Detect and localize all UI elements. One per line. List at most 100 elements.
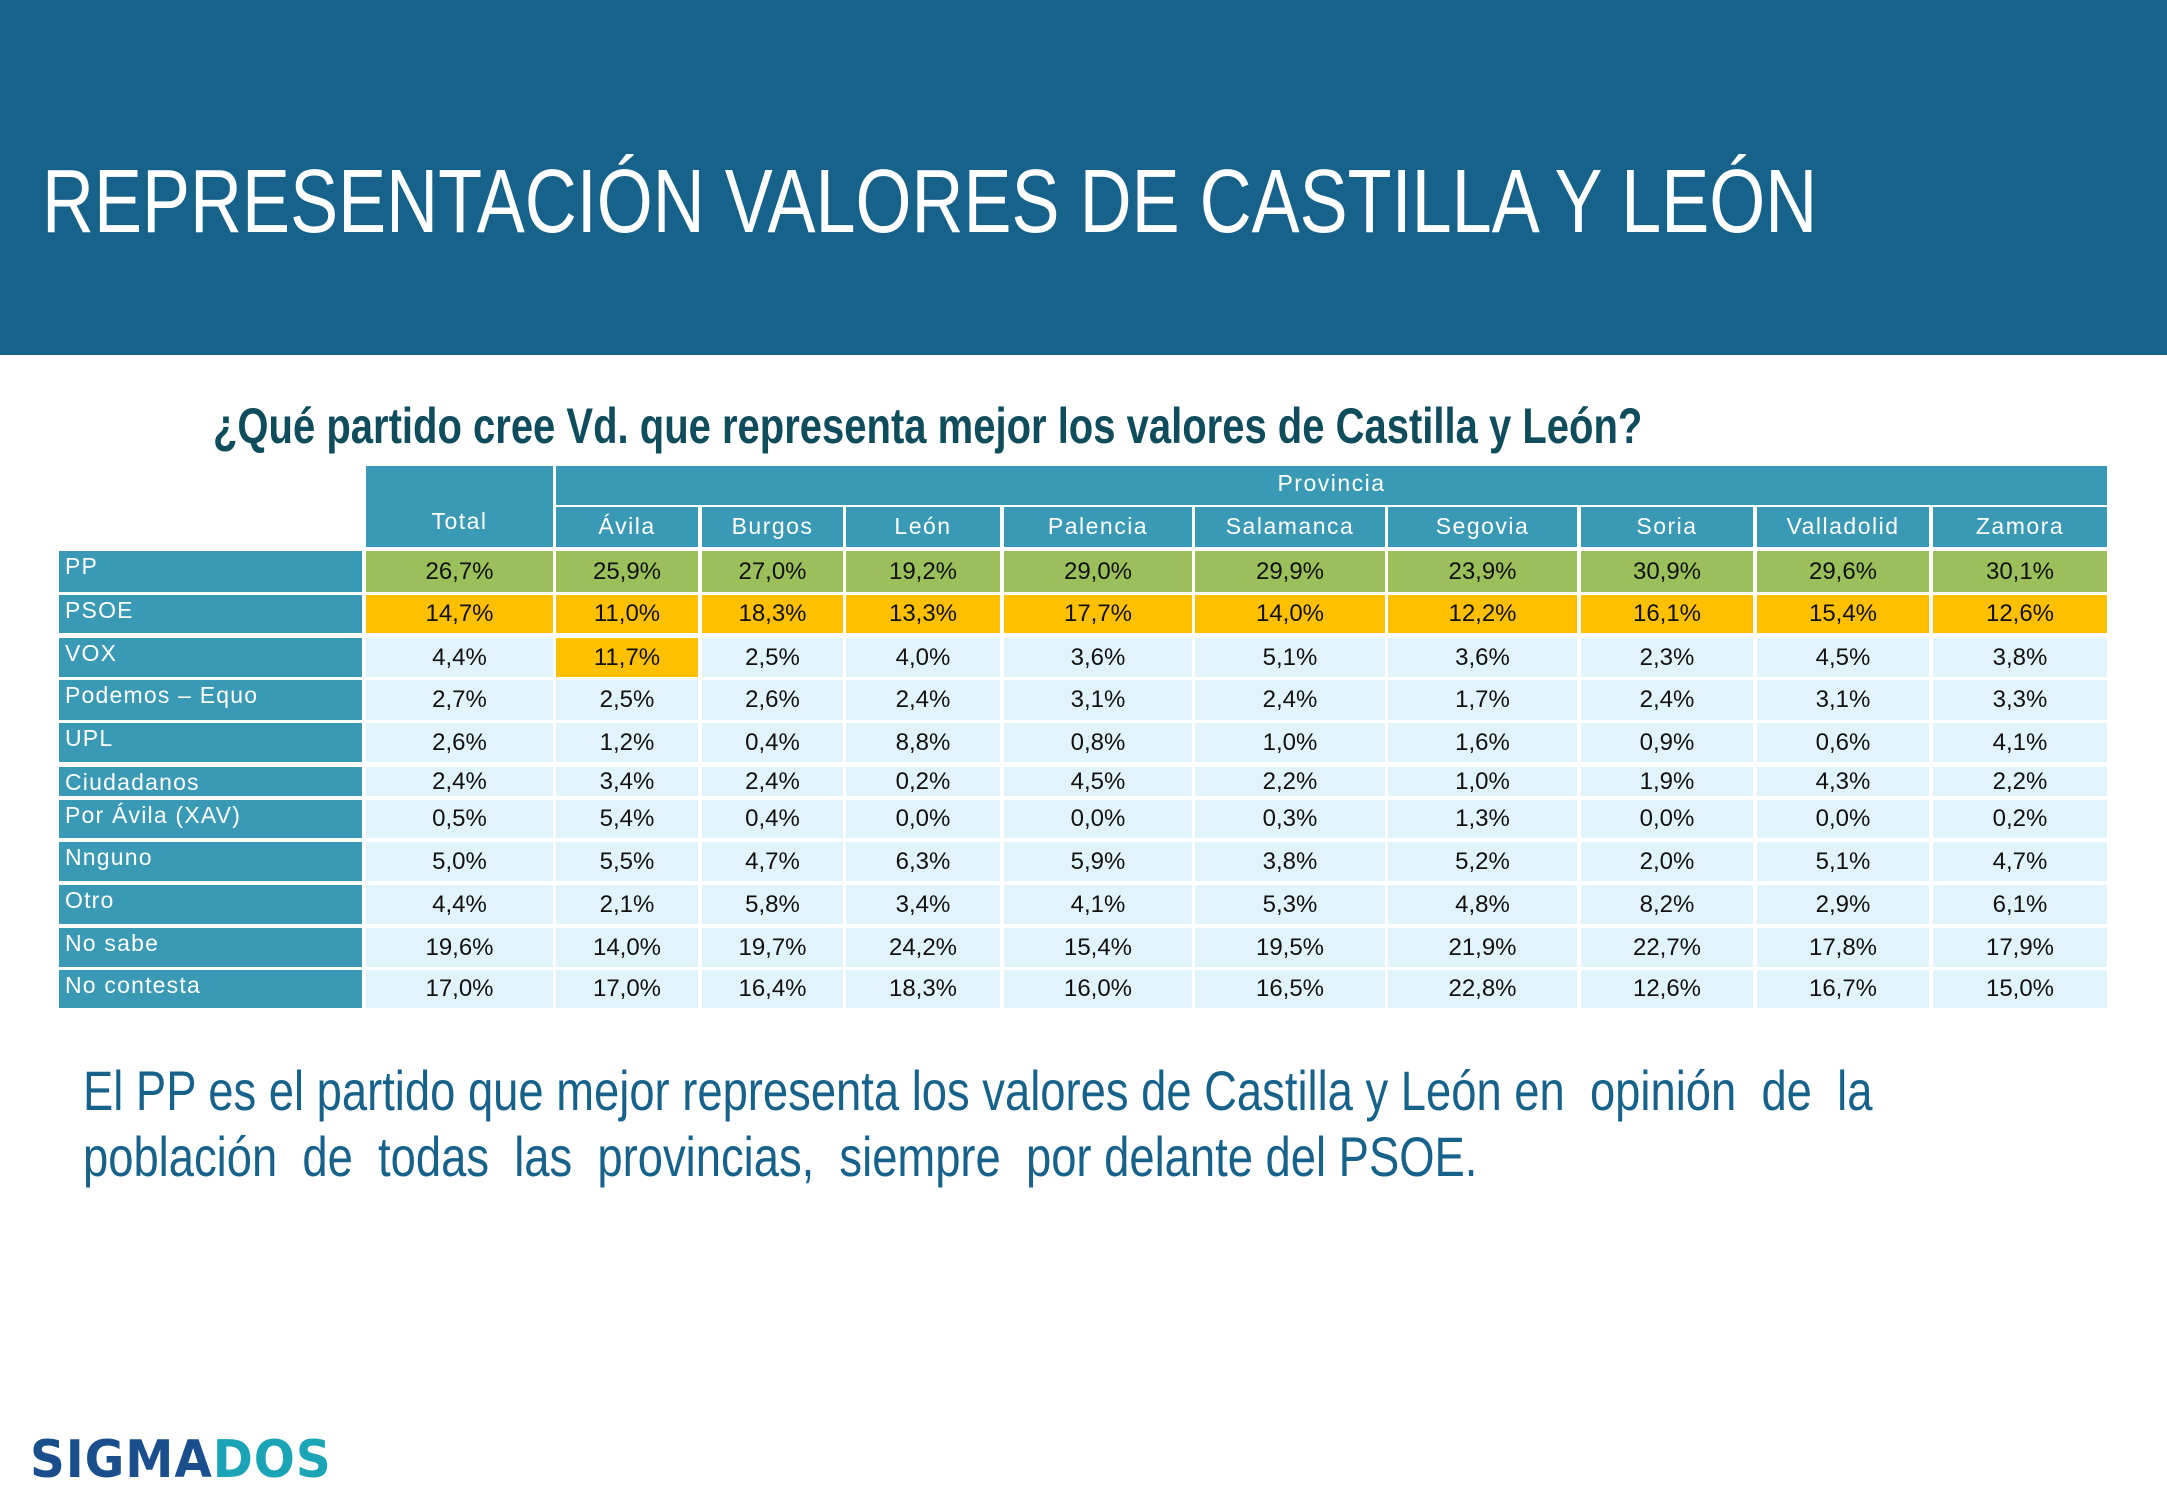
- row-label: VOX: [59, 638, 362, 677]
- table-cell: 24,2%: [846, 928, 1000, 967]
- table-cell: 1,0%: [1388, 767, 1577, 796]
- table-cell: 17,7%: [1004, 595, 1192, 633]
- table-cell: 2,4%: [846, 680, 1000, 720]
- group-header-provincia: Provincia: [556, 466, 2107, 505]
- column-header-soria: Soria: [1581, 507, 1753, 547]
- sigmados-logo: SIGMADOS: [30, 1432, 332, 1488]
- summary-line-2: población de todas las provincias, siemp…: [83, 1125, 1478, 1188]
- table-cell: 5,9%: [1004, 842, 1192, 881]
- table-cell: 19,5%: [1195, 928, 1385, 967]
- table-cell: 3,4%: [846, 885, 1000, 924]
- table-cell: 2,4%: [1581, 680, 1753, 720]
- row-label: Por Ávila (XAV): [59, 800, 362, 838]
- table-cell: 2,0%: [1581, 842, 1753, 881]
- column-header-total: Total: [366, 466, 553, 547]
- column-header-salamanca: Salamanca: [1195, 507, 1385, 547]
- table-cell: 26,7%: [366, 551, 553, 592]
- table-cell: 6,3%: [846, 842, 1000, 881]
- table-cell: 5,3%: [1195, 885, 1385, 924]
- table-cell: 0,2%: [846, 767, 1000, 796]
- table-cell: 2,7%: [366, 680, 553, 720]
- row-label: Ciudadanos: [59, 767, 362, 796]
- table-cell: 6,1%: [1933, 885, 2107, 924]
- table-cell: 21,9%: [1388, 928, 1577, 967]
- table-cell: 0,5%: [366, 800, 553, 838]
- table-cell: 16,0%: [1004, 970, 1192, 1008]
- table-cell: 0,0%: [846, 800, 1000, 838]
- table-cell: 4,7%: [1933, 842, 2107, 881]
- table-cell: 29,0%: [1004, 551, 1192, 592]
- table-cell: 17,0%: [556, 970, 698, 1008]
- summary-line-1: El PP es el partido que mejor representa…: [83, 1059, 1873, 1122]
- table-cell: 14,0%: [1195, 595, 1385, 633]
- table-cell: 19,2%: [846, 551, 1000, 592]
- table-cell: 1,2%: [556, 723, 698, 762]
- table-cell: 2,3%: [1581, 638, 1753, 677]
- table-cell: 8,8%: [846, 723, 1000, 762]
- row-label: PSOE: [59, 595, 362, 633]
- table-cell: 0,4%: [702, 800, 843, 838]
- table-cell: 16,7%: [1757, 970, 1929, 1008]
- table-cell: 0,0%: [1004, 800, 1192, 838]
- table-cell: 0,8%: [1004, 723, 1192, 762]
- table-cell: 19,7%: [702, 928, 843, 967]
- row-label: No contesta: [59, 970, 362, 1008]
- table-cell: 5,8%: [702, 885, 843, 924]
- page-title: REPRESENTACIÓN VALORES DE CASTILLA Y LEÓ…: [42, 152, 1818, 252]
- table-cell: 5,0%: [366, 842, 553, 881]
- table-cell: 13,3%: [846, 595, 1000, 633]
- table-cell: 1,0%: [1195, 723, 1385, 762]
- table-cell: 18,3%: [846, 970, 1000, 1008]
- table-cell: 12,6%: [1933, 595, 2107, 633]
- table-cell: 22,7%: [1581, 928, 1753, 967]
- table-cell: 2,9%: [1757, 885, 1929, 924]
- table-cell: 4,5%: [1004, 767, 1192, 796]
- table-cell: 4,1%: [1933, 723, 2107, 762]
- table-cell: 22,8%: [1388, 970, 1577, 1008]
- table-cell: 29,6%: [1757, 551, 1929, 592]
- table-cell: 4,4%: [366, 638, 553, 677]
- table-cell: 23,9%: [1388, 551, 1577, 592]
- table-cell: 29,9%: [1195, 551, 1385, 592]
- table-cell: 15,4%: [1757, 595, 1929, 633]
- column-header-avila: Ávila: [556, 507, 698, 547]
- table-cell: 5,5%: [556, 842, 698, 881]
- column-header-leon: León: [846, 507, 1000, 547]
- table-cell: 16,5%: [1195, 970, 1385, 1008]
- header-band: REPRESENTACIÓN VALORES DE CASTILLA Y LEÓ…: [0, 0, 2167, 355]
- table-cell: 3,6%: [1388, 638, 1577, 677]
- row-label: Nnguno: [59, 842, 362, 881]
- table-cell: 2,1%: [556, 885, 698, 924]
- table-cell: 3,1%: [1004, 680, 1192, 720]
- logo-part-dos: DOS: [212, 1430, 332, 1490]
- table-cell: 2,5%: [702, 638, 843, 677]
- row-label: Podemos – Equo: [59, 680, 362, 720]
- table-cell: 0,9%: [1581, 723, 1753, 762]
- table-cell: 25,9%: [556, 551, 698, 592]
- table-cell: 16,4%: [702, 970, 843, 1008]
- table-cell: 2,4%: [702, 767, 843, 796]
- logo-part-sigma: SIGMA: [30, 1430, 213, 1490]
- table-cell: 0,2%: [1933, 800, 2107, 838]
- table-cell: 3,6%: [1004, 638, 1192, 677]
- table-cell: 14,0%: [556, 928, 698, 967]
- table-cell: 2,2%: [1195, 767, 1385, 796]
- table-cell: 11,0%: [556, 595, 698, 633]
- table-cell: 27,0%: [702, 551, 843, 592]
- table-cell: 4,7%: [702, 842, 843, 881]
- row-label: UPL: [59, 723, 362, 762]
- table-cell: 2,6%: [366, 723, 553, 762]
- table-cell: 3,3%: [1933, 680, 2107, 720]
- summary-text: El PP es el partido que mejor representa…: [83, 1058, 2027, 1190]
- table-cell: 4,3%: [1757, 767, 1929, 796]
- table-cell: 1,9%: [1581, 767, 1753, 796]
- table-cell: 1,7%: [1388, 680, 1577, 720]
- table-cell: 0,0%: [1757, 800, 1929, 838]
- column-header-palencia: Palencia: [1004, 507, 1192, 547]
- table-cell: 1,3%: [1388, 800, 1577, 838]
- table-cell: 5,2%: [1388, 842, 1577, 881]
- table-cell: 0,3%: [1195, 800, 1385, 838]
- table-cell: 5,4%: [556, 800, 698, 838]
- table-cell: 30,1%: [1933, 551, 2107, 592]
- table-cell: 30,9%: [1581, 551, 1753, 592]
